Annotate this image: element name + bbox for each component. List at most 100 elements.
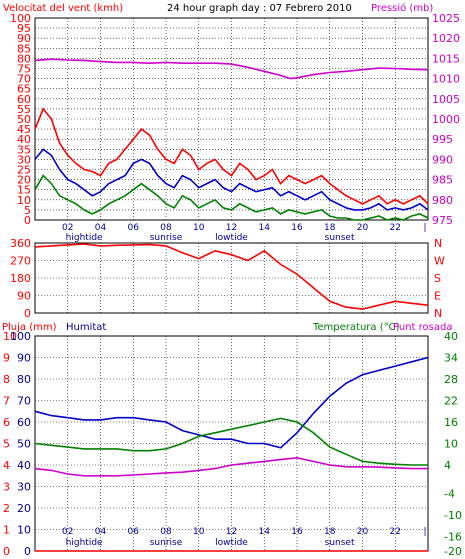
temperature-axis-right-tick: 34 [444, 352, 458, 365]
direction-degree-tick: 90 [17, 290, 31, 303]
temperature-axis-right-tick: -16 [444, 531, 462, 544]
wind-speed-axis-left-tick: 55 [17, 103, 31, 116]
panel1-x-label: 08 [160, 223, 172, 233]
panel1-x-label: 14 [259, 223, 271, 233]
rain-axis-tick: 2 [3, 502, 10, 515]
panel3-x-label: 18 [324, 527, 336, 537]
panel1-x-label: 02 [62, 223, 73, 233]
panel1-x-label: 10 [193, 223, 205, 233]
temperature-axis-right-tick: -20 [444, 545, 462, 558]
wind-speed-axis-left-tick: 15 [17, 184, 31, 197]
panel3-x-label: 22 [390, 527, 401, 537]
pressure-axis-right-tick: 995 [432, 133, 453, 146]
wind-speed-axis-left-tick: 30 [17, 153, 31, 166]
humidity-axis-tick: 20 [17, 502, 31, 515]
humidity-axis-tick: 90 [17, 352, 31, 365]
direction-compass-tick: N [434, 307, 442, 320]
rain-axis-tick: 4 [3, 459, 10, 472]
pressure-axis-right-tick: 985 [432, 174, 453, 187]
pressure-axis-right-tick: 990 [432, 153, 453, 166]
panel3-header: Pluja (mm) Humitat Temperatura (°C) Punt… [2, 322, 452, 333]
panel1-series-0 [34, 58, 429, 80]
panel1-series-2 [34, 148, 429, 211]
panel1-x-label: 20 [357, 223, 369, 233]
rain-axis-tick: 3 [3, 481, 10, 494]
pressure-axis-right-tick: 1025 [432, 12, 460, 25]
direction-degree-tick: 270 [10, 255, 31, 268]
temperature-axis-right-tick: 16 [444, 416, 458, 429]
panel-wind-pressure: 0510152025303540455055606570758085909510… [10, 12, 460, 243]
panel3-x-label: 12 [226, 527, 237, 537]
direction-degree-tick: 180 [10, 272, 31, 285]
panel1-x-label: 06 [128, 223, 140, 233]
rain-axis-tick: 6 [3, 416, 10, 429]
panel1-x-label: | [423, 223, 426, 233]
temperature-axis-right-tick: 40 [444, 330, 458, 343]
panel3-series-0 [34, 356, 429, 449]
humidity-axis-tick: 30 [17, 481, 31, 494]
panel3-x-label: 06 [128, 527, 140, 537]
panel3-series-1 [34, 417, 428, 466]
panel3-x-label: 02 [62, 527, 73, 537]
wind-speed-axis-left-tick: 5 [24, 204, 31, 217]
graph-title: 24 hour graph day : 07 Febrero 2010 [167, 3, 352, 14]
humidity-axis-tick: 60 [17, 416, 31, 429]
wind-speed-axis-left-tick: 90 [17, 32, 31, 45]
wind-speed-axis-left-tick: 20 [17, 174, 31, 187]
header-layer: Velocitat del vent (kmh) 24 hour graph d… [3, 2, 433, 14]
humidity-axis-tick: 50 [17, 438, 31, 451]
wind-speed-axis-left-tick: 95 [17, 22, 31, 35]
direction-compass-tick: W [434, 255, 445, 268]
panel1-x-label: 04 [95, 223, 107, 233]
panel3-frame [34, 335, 429, 552]
panel1-event-label: sunrise [150, 233, 183, 243]
direction-compass-tick: N [434, 237, 442, 250]
rain-axis-tick: 7 [3, 395, 10, 408]
direction-compass-tick: E [434, 290, 441, 303]
temperature-axis-right-tick: 4 [444, 459, 451, 472]
panel1-x-label: 22 [390, 223, 401, 233]
panel1-x-label: 12 [226, 223, 237, 233]
rain-axis-tick: 0 [3, 545, 10, 558]
panel3-event-label: lowtide [215, 538, 248, 548]
panel1-series-3 [34, 174, 429, 221]
panel1-event-label: hightide [66, 233, 103, 243]
pressure-axis-right-tick: 980 [432, 194, 453, 207]
temperature-axis-right-tick: 22 [444, 395, 458, 408]
direction-degree-tick: 0 [24, 307, 31, 320]
humidity-axis-tick: 80 [17, 373, 31, 386]
temperature-axis-right-tick: -10 [444, 509, 462, 522]
rain-axis-tick: 9 [3, 352, 10, 365]
panel3-x-label: 08 [160, 527, 172, 537]
wind-speed-axis-left-tick: 75 [17, 63, 31, 76]
rain-axis-tick: 5 [3, 438, 10, 451]
panel3-x-label: 16 [291, 527, 303, 537]
panel1-event-label: sunset [325, 233, 355, 243]
temperature-axis-right-tick: 10 [444, 438, 458, 451]
pressure-axis-right-tick: 1015 [432, 52, 460, 65]
panel3-x-label: 20 [357, 527, 369, 537]
wind-speed-axis-left-tick: 80 [17, 52, 31, 65]
pressure-axis-right-tick: 1010 [432, 73, 460, 86]
pressure-axis-right-tick: 1005 [432, 93, 460, 106]
wind-speed-axis-left-tick: 100 [10, 12, 31, 25]
pressure-axis-right-tick: 1000 [432, 113, 460, 126]
panel1-event-label: lowtide [215, 233, 248, 243]
panel2-frame [34, 242, 429, 314]
wind-speed-axis-left-tick: 65 [17, 83, 31, 96]
humidity-title: Humitat [66, 322, 106, 333]
humidity-axis-tick: 100 [10, 330, 31, 343]
wind-speed-axis-left-tick: 70 [17, 73, 31, 86]
pressure-axis-right-tick: 1020 [432, 32, 460, 45]
humidity-axis-tick: 70 [17, 395, 31, 408]
panel3-event-label: hightide [66, 538, 103, 548]
humidity-axis-tick: 40 [17, 459, 31, 472]
panel1-series-1 [34, 107, 429, 205]
panel3-x-label: 14 [259, 527, 271, 537]
dewpoint-title: Punt rosada [393, 322, 452, 333]
panel1-x-label: 16 [291, 223, 303, 233]
temperature-axis-right-tick: 28 [444, 373, 458, 386]
